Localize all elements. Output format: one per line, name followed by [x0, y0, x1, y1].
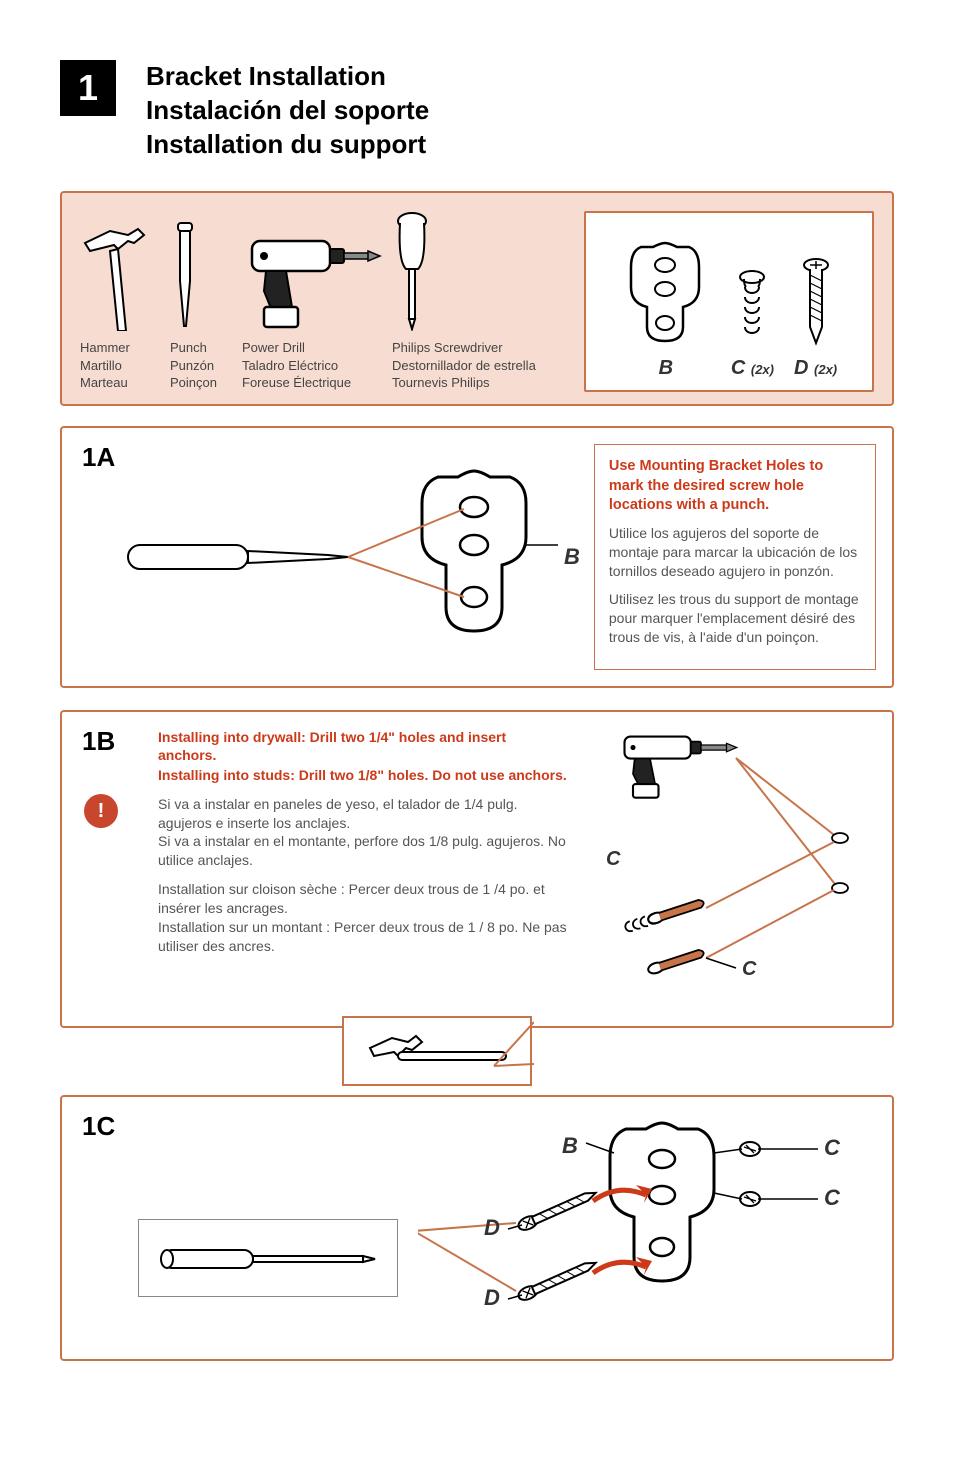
tools-panel: Hammer Martillo Marteau Punch Punzón Poi… — [60, 191, 894, 406]
screw-icon — [801, 257, 831, 347]
step-1b-red1: Installing into drywall: Drill two 1/4" … — [158, 728, 568, 764]
hammer-label-en: Hammer — [80, 339, 130, 357]
step-1a-id: 1A — [82, 442, 115, 473]
part-c: C (2x) — [731, 267, 774, 380]
step-1a-diagram: B — [78, 444, 580, 670]
driver-label-en: Philips Screwdriver — [392, 339, 536, 357]
punch-label-es: Punzón — [170, 357, 217, 375]
step-1a-instructions: Use Mounting Bracket Holes to mark the d… — [594, 444, 876, 670]
hammer-label-es: Martillo — [80, 357, 130, 375]
punch-label-fr: Poinçon — [170, 374, 217, 392]
step-1b-instructions: Installing into drywall: Drill two 1/4" … — [78, 728, 578, 998]
hammer-inset — [342, 1016, 532, 1086]
step-1b-red2: Installing into studs: Drill two 1/8" ho… — [158, 766, 568, 784]
step-1b-panel: 1B ! Installing into drywall: Drill two … — [60, 710, 894, 1028]
drill-icon — [242, 211, 382, 331]
tool-hammer: Hammer Martillo Marteau — [80, 211, 160, 392]
step-1c-id: 1C — [82, 1111, 115, 1142]
step-1c-diagram: B C C D D — [418, 1113, 876, 1343]
screwdriver-icon — [392, 211, 432, 331]
step-1a-part-b-label: B — [564, 544, 580, 570]
hammer-label-fr: Marteau — [80, 374, 130, 392]
step-1a-panel: 1A B — [60, 426, 894, 688]
drill-label-es: Taladro Eléctrico — [242, 357, 351, 375]
step-1c-d-label-1: D — [484, 1215, 500, 1241]
title-fr: Installation du support — [146, 128, 429, 162]
part-b-label: B — [659, 357, 673, 380]
hammer-icon — [80, 211, 152, 331]
punch-label-en: Punch — [170, 339, 217, 357]
anchor-icon — [735, 267, 769, 347]
punch-icon — [170, 211, 200, 331]
driver-label-fr: Tournevis Philips — [392, 374, 536, 392]
screwdriver-inset — [138, 1219, 398, 1297]
tools-list: Hammer Martillo Marteau Punch Punzón Poi… — [80, 211, 566, 392]
tool-drill: Power Drill Taladro Eléctrico Foreuse Él… — [242, 211, 382, 392]
step-1c-c-label-1: C — [824, 1135, 840, 1161]
drill-label-en: Power Drill — [242, 339, 351, 357]
step-1b-fr: Installation sur cloison sèche : Percer … — [158, 880, 568, 956]
tool-punch: Punch Punzón Poinçon — [170, 211, 232, 392]
step-1a-title: Use Mounting Bracket Holes to mark the d… — [609, 457, 861, 516]
part-b: B — [621, 237, 711, 380]
tool-screwdriver: Philips Screwdriver Destornillador de es… — [392, 211, 542, 392]
step-1b-c-label-1: C — [606, 848, 620, 871]
step-1c-b-label: B — [562, 1133, 578, 1159]
page-header: 1 Bracket Installation Instalación del s… — [60, 60, 894, 161]
driver-label-es: Destornillador de estrella — [392, 357, 536, 375]
bracket-icon — [621, 237, 711, 347]
part-d-label: D (2x) — [794, 357, 837, 380]
step-1b-diagram: C C — [596, 728, 876, 998]
step-1c-c-label-2: C — [824, 1185, 840, 1211]
step-1b-c-label-2: C — [742, 958, 756, 981]
step-1b-es: Si va a instalar en paneles de yeso, el … — [158, 795, 568, 871]
parts-box: B C (2x) D (2x) — [584, 211, 874, 392]
step-number-badge: 1 — [60, 60, 116, 116]
step-1c-panel: 1C — [60, 1095, 894, 1361]
title-en: Bracket Installation — [146, 60, 429, 94]
part-c-label: C (2x) — [731, 357, 774, 380]
step-1c-d-label-2: D — [484, 1285, 500, 1311]
part-d: D (2x) — [794, 257, 837, 380]
title-es: Instalación del soporte — [146, 94, 429, 128]
title-block: Bracket Installation Instalación del sop… — [146, 60, 429, 161]
step-1a-fr: Utilisez les trous du support de montage… — [609, 590, 861, 647]
step-1a-es: Utilice los agujeros del soporte de mont… — [609, 524, 861, 581]
drill-label-fr: Foreuse Électrique — [242, 374, 351, 392]
